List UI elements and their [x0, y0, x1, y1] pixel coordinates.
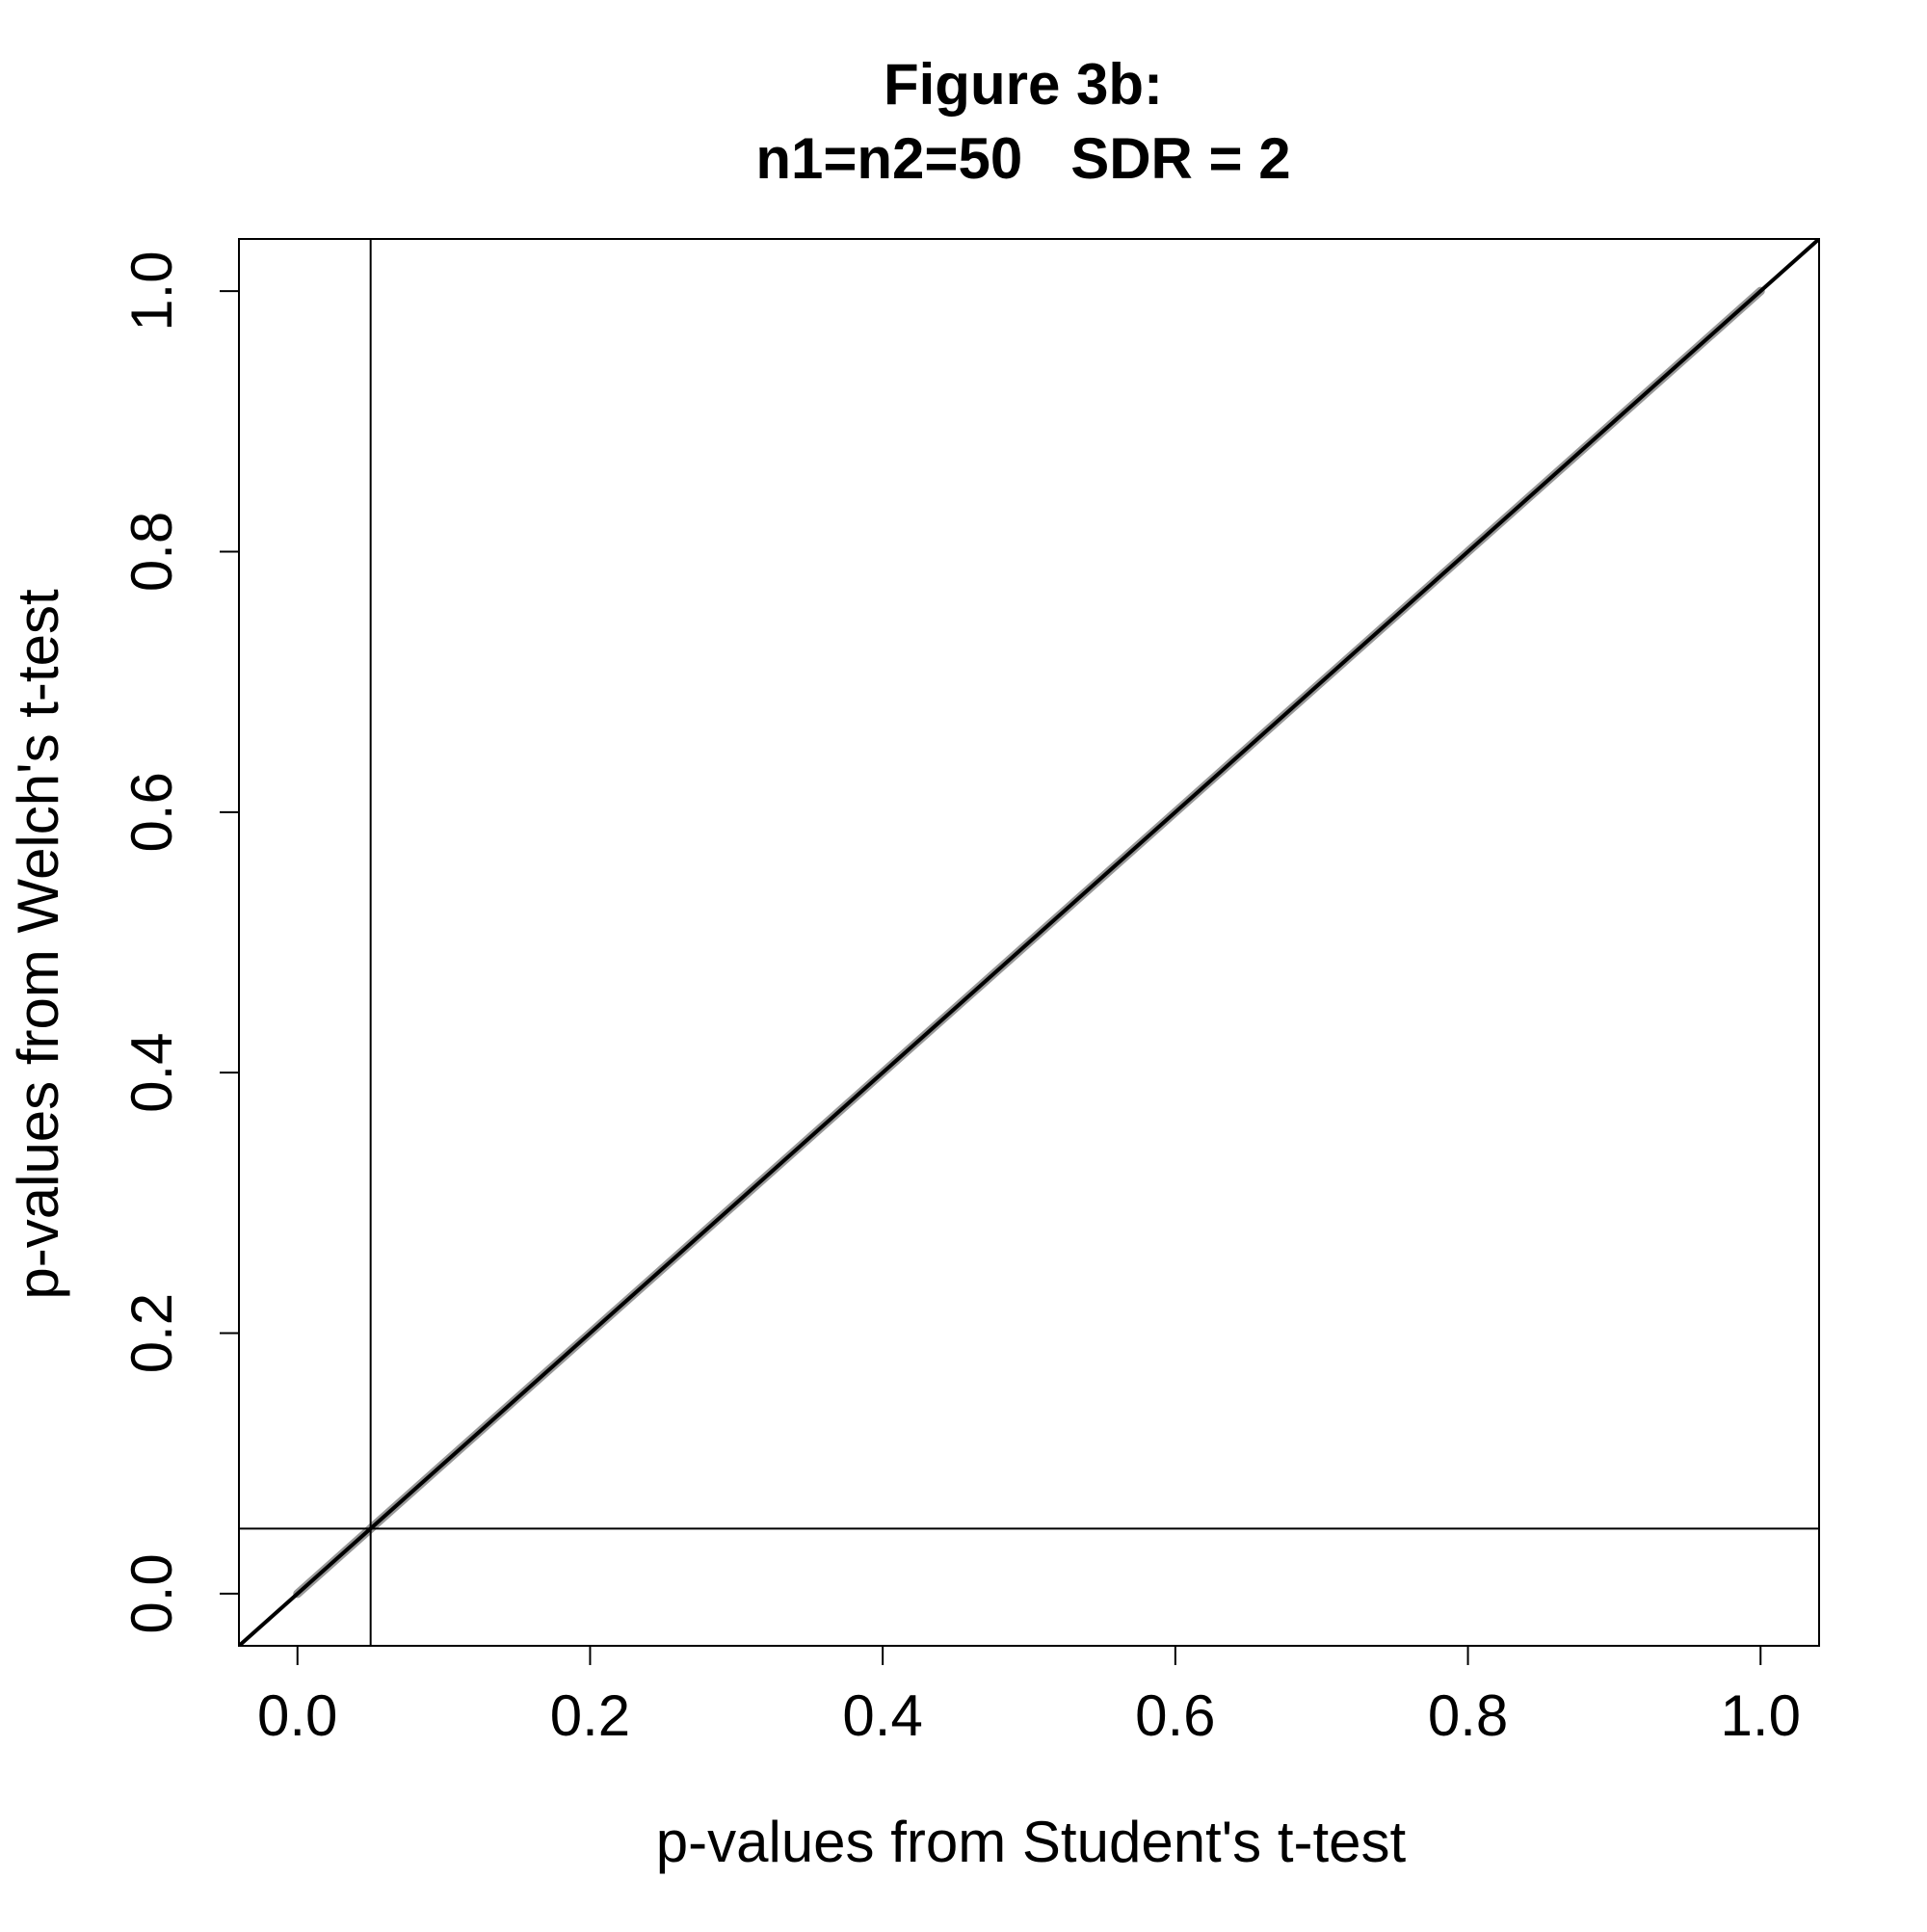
y-tick-label: 0.0	[119, 1553, 184, 1633]
diagonal-reference-line	[239, 239, 1819, 1646]
y-tick-label: 0.6	[119, 772, 184, 852]
x-tick-label: 0.2	[550, 1683, 630, 1748]
y-axis-label: p-values from Welch's t-test	[6, 589, 70, 1300]
x-tick-label: 0.4	[842, 1683, 922, 1748]
chart-subtitle: n1=n2=50 SDR = 2	[755, 126, 1290, 191]
plot-frame	[238, 238, 1820, 1647]
y-tick-label: 0.4	[119, 1032, 184, 1112]
chart-title: Figure 3b:	[884, 52, 1163, 117]
x-tick-label: 0.6	[1135, 1683, 1215, 1748]
plot-area: 0.0 0.2 0.4 0.6 0.8 1.0 0.0 0.2 0.4 0.6 0.8 1.0	[119, 238, 1820, 1748]
x-tick-label: 0.0	[257, 1683, 337, 1748]
y-tick-label: 1.0	[119, 251, 184, 331]
x-tick-label: 1.0	[1721, 1683, 1801, 1748]
x-axis-label: p-values from Student's t-test	[656, 1810, 1407, 1874]
y-tick-label: 0.8	[119, 512, 184, 592]
x-tick-label: 0.8	[1428, 1683, 1508, 1748]
y-tick-label: 0.2	[119, 1293, 184, 1373]
